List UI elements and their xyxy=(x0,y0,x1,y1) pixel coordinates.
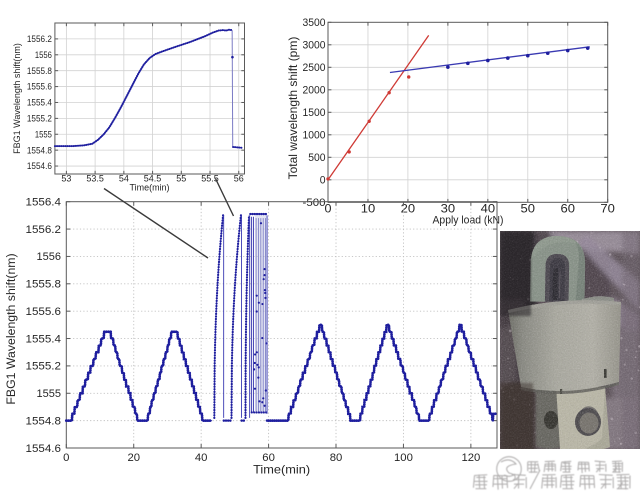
svg-text:1554.8: 1554.8 xyxy=(27,145,52,155)
svg-text:50: 50 xyxy=(521,201,536,215)
svg-text:FBG1 Wavelength shift(nm): FBG1 Wavelength shift(nm) xyxy=(12,43,22,154)
svg-text:1555.4: 1555.4 xyxy=(26,333,62,345)
svg-text:54.5: 54.5 xyxy=(144,173,162,183)
svg-text:Time(min): Time(min) xyxy=(130,183,170,194)
svg-text:1000: 1000 xyxy=(303,129,326,141)
svg-text:120: 120 xyxy=(461,452,480,464)
svg-text:FBG1 Wavelength shift(nm): FBG1 Wavelength shift(nm) xyxy=(4,253,18,404)
svg-text:10: 10 xyxy=(361,201,376,215)
svg-text:53.5: 53.5 xyxy=(86,173,104,183)
svg-text:1556.2: 1556.2 xyxy=(27,34,52,44)
svg-text:0: 0 xyxy=(63,452,69,464)
svg-text:1554.6: 1554.6 xyxy=(27,161,52,171)
svg-text:54: 54 xyxy=(119,173,129,183)
svg-text:3000: 3000 xyxy=(303,39,326,51)
svg-text:Apply load (kN): Apply load (kN) xyxy=(433,215,504,227)
svg-text:55: 55 xyxy=(176,173,186,183)
svg-text:1500: 1500 xyxy=(303,107,326,119)
svg-text:1555.2: 1555.2 xyxy=(26,361,62,373)
svg-text:40: 40 xyxy=(195,452,208,464)
svg-text:1556: 1556 xyxy=(35,50,52,60)
svg-text:1555.4: 1555.4 xyxy=(27,98,52,108)
svg-text:1556.4: 1556.4 xyxy=(26,197,62,209)
svg-text:80: 80 xyxy=(330,452,343,464)
svg-text:1555: 1555 xyxy=(37,388,62,400)
svg-text:0: 0 xyxy=(320,174,326,186)
svg-text:30: 30 xyxy=(441,201,456,215)
svg-text:2000: 2000 xyxy=(303,84,326,96)
svg-text:1554.8: 1554.8 xyxy=(26,415,62,427)
svg-text:20: 20 xyxy=(127,452,140,464)
svg-text:1555.8: 1555.8 xyxy=(26,279,62,291)
svg-text:0: 0 xyxy=(325,201,332,215)
svg-text:53: 53 xyxy=(61,173,71,183)
svg-text:20: 20 xyxy=(401,201,416,215)
svg-text:Time(min): Time(min) xyxy=(253,463,310,477)
svg-text:1555.6: 1555.6 xyxy=(27,82,52,92)
svg-text:1555.8: 1555.8 xyxy=(27,66,52,76)
svg-text:1555.2: 1555.2 xyxy=(27,113,52,123)
svg-text:1555: 1555 xyxy=(35,129,52,139)
svg-text:56: 56 xyxy=(234,173,244,183)
svg-text:3500: 3500 xyxy=(303,17,326,29)
svg-text:1556: 1556 xyxy=(37,251,62,263)
svg-text:Total wavelength shift (pm): Total wavelength shift (pm) xyxy=(286,37,300,180)
svg-text:1556.2: 1556.2 xyxy=(26,224,62,236)
svg-text:500: 500 xyxy=(308,152,325,164)
svg-text:60: 60 xyxy=(560,201,575,215)
svg-text:100: 100 xyxy=(394,452,413,464)
svg-text:70: 70 xyxy=(600,201,615,215)
svg-text:40: 40 xyxy=(481,201,496,215)
svg-text:1554.6: 1554.6 xyxy=(26,443,62,455)
svg-text:1555.6: 1555.6 xyxy=(26,306,62,318)
svg-text:2500: 2500 xyxy=(303,62,326,74)
svg-text:60: 60 xyxy=(262,452,275,464)
svg-text:-500: -500 xyxy=(303,197,326,209)
svg-text:55.5: 55.5 xyxy=(201,173,219,183)
